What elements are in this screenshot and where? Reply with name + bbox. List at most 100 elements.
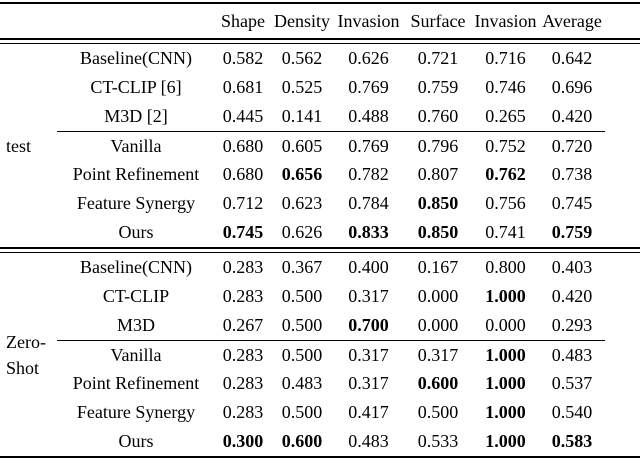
method-cell: Point Refinement <box>72 373 200 393</box>
value-cell: 0.656 <box>281 164 323 184</box>
value-cell: 0.317 <box>404 340 472 369</box>
value-cell: 0.483 <box>281 373 323 393</box>
value-cell: 0.756 <box>485 193 526 213</box>
value-cell: 0.760 <box>417 106 459 126</box>
value-cell: 0.317 <box>348 373 389 393</box>
value-cell: 0.752 <box>472 131 539 160</box>
value-cell: 0.000 <box>417 286 459 306</box>
value-cell: 0.759 <box>417 77 459 97</box>
table-top-rule <box>0 2 640 4</box>
value-cell: 1.000 <box>485 431 526 451</box>
value-cell: 0.600 <box>417 373 459 393</box>
value-cell: 0.500 <box>281 315 323 335</box>
value-cell: 0.600 <box>281 431 323 451</box>
value-cell: 0.417 <box>348 402 389 422</box>
value-cell: 0.680 <box>222 164 264 184</box>
value-cell: 0.283 <box>222 257 264 277</box>
value-cell: 0.283 <box>215 340 271 369</box>
value-cell: 0.000 <box>485 315 526 335</box>
value-cell: 0.583 <box>551 431 593 451</box>
value-cell: 0.317 <box>348 286 389 306</box>
value-cell: 0.300 <box>222 431 264 451</box>
value-cell: 0.267 <box>222 315 264 335</box>
value-cell: 0.782 <box>348 164 389 184</box>
value-cell: 0.681 <box>222 77 264 97</box>
value-cell: 0.833 <box>348 222 389 242</box>
value-cell: 0.283 <box>222 286 264 306</box>
value-cell: 0.796 <box>404 131 472 160</box>
value-cell: 0.445 <box>222 106 264 126</box>
value-cell: 0.784 <box>348 193 389 213</box>
value-cell: 0.283 <box>222 402 264 422</box>
value-cell: 0.562 <box>281 48 323 68</box>
method-cell: Feature Synergy <box>76 193 196 213</box>
table-header-row: Shape Density Invasion Surface Invasion … <box>0 4 640 38</box>
value-cell: 0.500 <box>281 402 323 422</box>
value-cell: 0.720 <box>539 131 605 160</box>
table-bottom-rule <box>0 456 640 458</box>
value-cell: 0.762 <box>485 164 526 184</box>
value-cell: 0.540 <box>551 402 593 422</box>
method-cell: Point Refinement <box>72 164 200 184</box>
value-cell: 0.500 <box>417 402 459 422</box>
value-cell: 0.850 <box>417 222 459 242</box>
value-cell: 0.738 <box>551 164 593 184</box>
value-cell: 0.769 <box>348 77 389 97</box>
value-cell: 0.800 <box>485 257 526 277</box>
column-header-density: Density <box>274 10 330 31</box>
value-cell: 0.807 <box>417 164 459 184</box>
method-cell: M3D [2] <box>104 106 168 126</box>
method-cell: CT-CLIP [6] <box>90 77 182 97</box>
value-cell: 0.537 <box>551 373 593 393</box>
value-cell: 0.265 <box>485 106 526 126</box>
value-cell: 0.500 <box>271 340 333 369</box>
value-cell: 0.712 <box>222 193 264 213</box>
value-cell: 0.525 <box>281 77 323 97</box>
value-cell: 0.769 <box>333 131 404 160</box>
value-cell: 0.293 <box>551 315 593 335</box>
value-cell: 0.626 <box>281 222 323 242</box>
section-separator-rule <box>0 247 640 253</box>
row-group-label: test <box>6 135 31 156</box>
value-cell: 0.696 <box>551 77 593 97</box>
value-cell: 0.716 <box>485 48 526 68</box>
value-cell: 0.626 <box>348 48 389 68</box>
method-cell: Vanilla <box>57 131 215 160</box>
value-cell: 0.420 <box>551 286 593 306</box>
section-zero-shot: Zero- Shot Baseline(CNN) 0.283 0.367 0.400 0.1… <box>0 253 640 456</box>
value-cell: 0.605 <box>271 131 333 160</box>
value-cell: 1.000 <box>485 286 526 306</box>
value-cell: 0.533 <box>417 431 459 451</box>
value-cell: 0.745 <box>551 193 593 213</box>
row-group-label: Zero- Shot <box>6 331 46 378</box>
value-cell: 0.642 <box>551 48 593 68</box>
value-cell: 0.141 <box>281 106 323 126</box>
value-cell: 0.488 <box>348 106 389 126</box>
section-test: test Baseline(CNN) 0.582 0.562 0.626 0.721 0.7… <box>0 44 640 247</box>
value-cell: 0.759 <box>551 222 593 242</box>
value-cell: 0.500 <box>281 286 323 306</box>
value-cell: 0.420 <box>551 106 593 126</box>
column-header-invasion-1: Invasion <box>337 10 400 31</box>
method-cell: Baseline(CNN) <box>80 257 192 277</box>
value-cell: 0.721 <box>417 48 459 68</box>
column-header-shape: Shape <box>221 10 265 31</box>
value-cell: 0.582 <box>222 48 264 68</box>
value-cell: 0.167 <box>417 257 459 277</box>
value-cell: 1.000 <box>485 373 526 393</box>
method-cell: Vanilla <box>57 340 215 369</box>
value-cell: 1.000 <box>485 402 526 422</box>
value-cell: 0.700 <box>348 315 389 335</box>
method-cell: Feature Synergy <box>76 402 196 422</box>
value-cell: 0.367 <box>281 257 323 277</box>
column-header-surface: Surface <box>410 10 466 31</box>
column-header-average: Average <box>542 10 602 31</box>
value-cell: 0.623 <box>281 193 323 213</box>
value-cell: 0.745 <box>222 222 264 242</box>
value-cell: 0.483 <box>348 431 389 451</box>
method-cell: Ours <box>118 222 154 242</box>
value-cell: 0.680 <box>215 131 271 160</box>
value-cell: 0.746 <box>485 77 526 97</box>
method-cell: CT-CLIP <box>102 286 170 306</box>
